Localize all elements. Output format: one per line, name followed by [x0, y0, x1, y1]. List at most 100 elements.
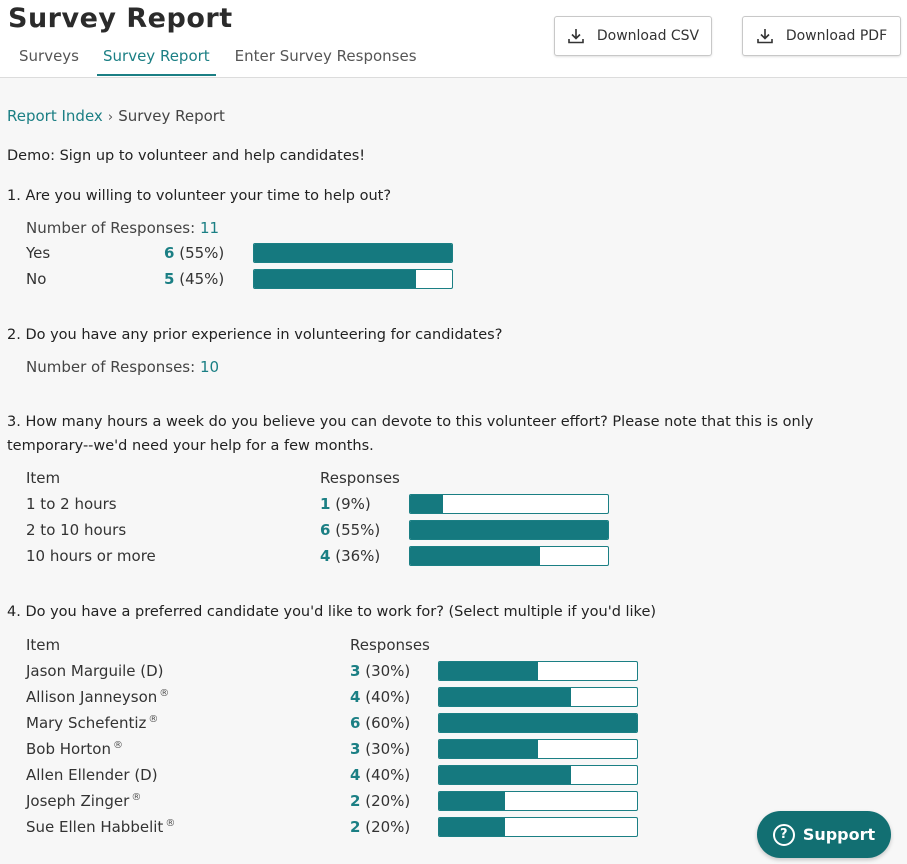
support-label: Support — [802, 825, 876, 844]
q4-row-count-value: 3 — [350, 662, 361, 680]
q1-row-pct: (55%) — [179, 244, 225, 262]
q4-row-name: Mary Schefentiz — [26, 714, 147, 732]
q4-row-count: 2 (20%) — [350, 818, 410, 836]
question-1: 1. Are you willing to volunteer your tim… — [7, 188, 392, 204]
q4-row-bar-fill — [439, 740, 538, 758]
q3-col-responses: Responses — [320, 469, 400, 487]
q4-row-label: Allen Ellender (D) — [26, 766, 160, 784]
q4-row-bar — [438, 817, 638, 837]
q3-row-count: 4 (36%) — [320, 547, 380, 565]
q4-row-bar — [438, 765, 638, 785]
q4-row-bar-fill — [439, 792, 505, 810]
q4-row-count: 3 (30%) — [350, 740, 410, 758]
support-button[interactable]: ? Support — [757, 811, 891, 858]
q3-row-bar-fill — [410, 521, 608, 539]
q4-row-count: 6 (60%) — [350, 714, 410, 732]
registered-icon: ® — [159, 688, 170, 699]
q4-row-pct: (30%) — [365, 662, 411, 680]
q3-row-count-value: 4 — [320, 547, 331, 565]
tab-survey-report[interactable]: Survey Report — [97, 44, 216, 76]
q4-row-count-value: 3 — [350, 740, 361, 758]
q4-row-count-value: 4 — [350, 688, 361, 706]
q4-row-pct: (40%) — [365, 688, 411, 706]
q4-row-label: Jason Marguile (D) — [26, 662, 166, 680]
q4-row-bar-fill — [439, 662, 538, 680]
q3-row-label: 2 to 10 hours — [26, 521, 127, 539]
page-title: Survey Report — [8, 3, 233, 34]
question-4: 4. Do you have a preferred candidate you… — [7, 604, 657, 620]
q4-col-responses: Responses — [350, 636, 430, 654]
q1-row-count: 6 (55%) — [164, 244, 224, 262]
registered-icon: ® — [165, 818, 176, 829]
q4-row-count: 2 (20%) — [350, 792, 410, 810]
q1-row-count-value: 5 — [164, 270, 175, 288]
tab-enter-survey-responses[interactable]: Enter Survey Responses — [234, 47, 417, 65]
q4-row-label: Allison Janneyson ® — [26, 688, 169, 706]
download-pdf-button[interactable]: Download PDF — [742, 16, 901, 56]
download-csv-button[interactable]: Download CSV — [554, 16, 712, 56]
q4-row-name: Allison Janneyson — [26, 688, 158, 706]
q3-row-count: 6 (55%) — [320, 521, 380, 539]
q3-row-bar — [409, 546, 609, 566]
q4-col-item: Item — [26, 636, 61, 654]
q4-row-pct: (20%) — [365, 818, 411, 836]
q2-responses-value: 10 — [199, 358, 220, 376]
top-bar: Survey Report Surveys Survey Report Ente… — [0, 0, 907, 78]
q4-row-name: Allen Ellender (D) — [26, 766, 158, 784]
q4-row-label: Joseph Zinger ® — [26, 792, 141, 810]
question-circle-icon: ? — [772, 823, 795, 846]
q4-row-bar — [438, 713, 638, 733]
q3-row-pct: (9%) — [335, 495, 371, 513]
registered-icon: ® — [148, 714, 159, 725]
q3-row-count-value: 1 — [320, 495, 331, 513]
q4-row-pct: (40%) — [365, 766, 411, 784]
tab-surveys[interactable]: Surveys — [19, 47, 79, 65]
download-csv-label: Download CSV — [596, 28, 700, 44]
q3-row-pct: (36%) — [335, 547, 381, 565]
q4-row-name: Joseph Zinger — [26, 792, 130, 810]
download-icon — [568, 29, 584, 44]
q1-row-bar — [253, 269, 453, 289]
question-3: 3. How many hours a week do you believe … — [7, 414, 814, 454]
q4-row-label: Sue Ellen Habbelit ® — [26, 818, 175, 836]
q4-row-bar-fill — [439, 714, 637, 732]
q4-row-bar — [438, 739, 638, 759]
breadcrumb-report-index[interactable]: Report Index — [7, 107, 103, 125]
survey-title: Demo: Sign up to volunteer and help cand… — [7, 148, 366, 164]
q4-row-pct: (20%) — [365, 792, 411, 810]
q1-row-bar-fill — [254, 244, 452, 262]
q3-row-bar — [409, 494, 609, 514]
q4-row-count-value: 4 — [350, 766, 361, 784]
download-pdf-label: Download PDF — [785, 28, 888, 44]
q3-row-bar-fill — [410, 495, 443, 513]
q4-row-bar — [438, 661, 638, 681]
q3-row-bar — [409, 520, 609, 540]
q2-responses-label: Number of Responses: — [26, 358, 196, 376]
q4-row-pct: (60%) — [365, 714, 411, 732]
q4-row-count: 3 (30%) — [350, 662, 410, 680]
q2-response-count: Number of Responses: 10 — [26, 358, 219, 376]
q4-row-name: Sue Ellen Habbelit — [26, 818, 164, 836]
q4-row-bar-fill — [439, 766, 572, 784]
q1-responses-value: 11 — [199, 219, 220, 237]
q1-row-bar — [253, 243, 453, 263]
q1-row-label: Yes — [26, 244, 51, 262]
q4-row-name: Jason Marguile (D) — [26, 662, 164, 680]
q3-row-label: 1 to 2 hours — [26, 495, 117, 513]
q1-responses-label: Number of Responses: — [26, 219, 196, 237]
q4-row-count-value: 2 — [350, 818, 361, 836]
q1-response-count: Number of Responses: 11 — [26, 219, 219, 237]
q3-row-label: 10 hours or more — [26, 547, 156, 565]
breadcrumb-current: Survey Report — [118, 107, 225, 125]
q4-row-count: 4 (40%) — [350, 766, 410, 784]
q4-row-count-value: 2 — [350, 792, 361, 810]
q4-row-count: 4 (40%) — [350, 688, 410, 706]
q4-row-bar-fill — [439, 818, 505, 836]
q4-row-pct: (30%) — [365, 740, 411, 758]
q1-row-count: 5 (45%) — [164, 270, 224, 288]
q4-row-count-value: 6 — [350, 714, 361, 732]
q3-row-count: 1 (9%) — [320, 495, 371, 513]
q4-row-label: Bob Horton ® — [26, 740, 123, 758]
breadcrumb-separator: › — [107, 110, 114, 125]
q1-row-pct: (45%) — [179, 270, 225, 288]
